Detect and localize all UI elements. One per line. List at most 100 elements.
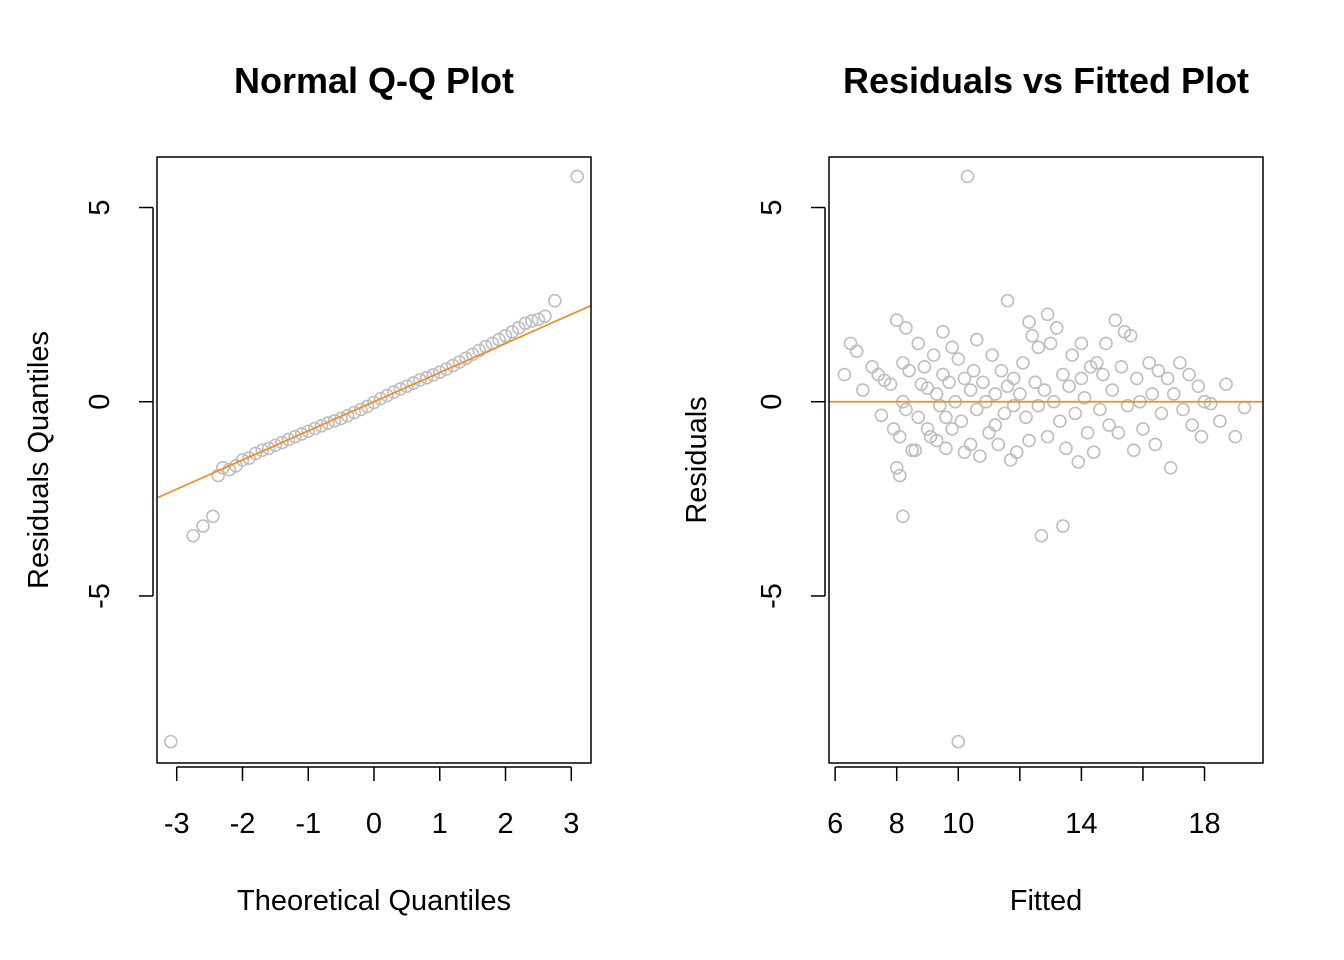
residuals-data-point xyxy=(1013,387,1027,401)
residuals-data-point xyxy=(1173,356,1187,370)
residuals-data-point xyxy=(1028,375,1043,390)
residuals-data-point xyxy=(936,325,950,339)
residuals-x-tick-label: 18 xyxy=(1188,808,1220,840)
residuals-data-point xyxy=(883,377,898,392)
residuals-data-point xyxy=(892,468,907,483)
qq-data-point xyxy=(235,453,250,467)
residuals-data-point xyxy=(889,460,904,475)
qq-data-point xyxy=(268,438,283,453)
residuals-data-point xyxy=(1213,414,1227,428)
residuals-data-point xyxy=(1154,406,1169,421)
residuals-data-point xyxy=(1130,371,1144,386)
qq-y-tick-label: -5 xyxy=(84,583,116,609)
qq-data-point xyxy=(186,528,200,543)
residuals-data-point xyxy=(973,449,987,463)
residuals-data-point xyxy=(1074,336,1089,351)
qq-data-point xyxy=(301,424,316,439)
residuals-data-point xyxy=(1203,396,1218,411)
residuals-data-point xyxy=(1053,414,1067,428)
residuals-data-point xyxy=(1077,391,1092,405)
residuals-data-point xyxy=(951,734,966,749)
qq-data-point xyxy=(308,421,322,436)
qq-data-point xyxy=(538,309,552,324)
qq-plot-frame xyxy=(156,156,592,764)
residuals-data-point xyxy=(1182,367,1196,382)
qq-data-point xyxy=(215,460,230,475)
residuals-data-point xyxy=(1025,328,1039,343)
residuals-data-point xyxy=(1031,340,1046,355)
qq-plot-title: Normal Q-Q Plot xyxy=(234,60,514,101)
qq-x-tick-label: 3 xyxy=(563,808,579,840)
residuals-data-point xyxy=(1142,356,1156,370)
residuals-data-point xyxy=(957,445,972,460)
residuals-data-point xyxy=(988,387,1003,401)
residuals-data-point xyxy=(1102,418,1116,432)
residuals-data-point xyxy=(1040,429,1055,444)
qq-data-point xyxy=(426,368,440,382)
qq-x-tick-label: -2 xyxy=(230,808,256,840)
residuals-plot-y-axis-label: Residuals xyxy=(681,396,713,523)
residuals-data-point xyxy=(997,406,1012,421)
qq-data-point xyxy=(439,362,454,376)
residuals-data-point xyxy=(991,437,1006,452)
qq-data-point xyxy=(548,293,562,308)
qq-plot-x-axis-label: Theoretical Quantiles xyxy=(237,885,511,917)
residuals-data-point xyxy=(963,383,978,397)
residuals-data-point xyxy=(1176,402,1190,417)
residuals-x-tick-label: 14 xyxy=(1065,808,1097,840)
residuals-data-point xyxy=(1151,363,1166,378)
residuals-data-point xyxy=(1034,528,1049,543)
qq-data-point xyxy=(393,382,408,396)
residuals-data-point xyxy=(988,418,1003,432)
qq-data-point xyxy=(327,413,342,428)
qq-data-point xyxy=(222,462,237,477)
residuals-data-point xyxy=(951,352,966,366)
residuals-data-point xyxy=(1086,445,1101,460)
residuals-data-point xyxy=(942,375,956,390)
residuals-data-point xyxy=(1049,321,1064,335)
qq-data-point xyxy=(196,519,210,533)
qq-data-point xyxy=(400,379,414,393)
qq-data-point xyxy=(472,343,487,358)
residuals-data-point xyxy=(889,313,904,327)
residuals-data-point xyxy=(1074,371,1089,386)
residuals-plot-title: Residuals vs Fitted Plot xyxy=(843,60,1249,101)
residuals-data-point xyxy=(936,367,950,382)
qq-data-point xyxy=(498,328,513,343)
residuals-data-point xyxy=(886,422,901,436)
qq-data-point xyxy=(275,435,289,450)
residuals-data-point xyxy=(1160,371,1175,386)
qq-plot-points xyxy=(164,169,584,749)
qq-data-point xyxy=(570,169,584,184)
qq-data-point xyxy=(294,427,309,441)
residuals-data-point xyxy=(1114,359,1129,374)
residuals-data-point xyxy=(899,402,913,417)
residuals-data-point xyxy=(929,387,944,401)
qq-data-point xyxy=(373,391,388,406)
residuals-data-point xyxy=(1031,398,1046,413)
qq-data-point xyxy=(446,358,460,373)
residuals-data-point xyxy=(911,336,926,351)
residuals-data-point xyxy=(945,340,959,355)
qq-data-point xyxy=(386,385,401,399)
residuals-data-point xyxy=(1194,429,1209,444)
residuals-data-point xyxy=(985,348,999,362)
residuals-data-point xyxy=(917,359,932,374)
residuals-data-point xyxy=(856,383,870,397)
residuals-data-point xyxy=(1126,443,1141,458)
qq-data-point xyxy=(281,432,296,447)
residuals-data-point xyxy=(1006,398,1021,413)
qq-plot-y-axis-label: Residuals Quantiles xyxy=(23,331,55,589)
qq-reference-line xyxy=(156,304,592,499)
qq-data-point xyxy=(518,316,533,331)
residuals-data-point xyxy=(939,441,953,456)
residuals-data-point xyxy=(1000,379,1015,393)
residuals-data-point xyxy=(963,437,978,452)
qq-data-point xyxy=(206,509,220,524)
qq-data-point xyxy=(255,443,270,458)
residuals-plot-points xyxy=(837,169,1252,749)
residuals-data-point xyxy=(1108,313,1123,327)
residuals-x-tick-label: 10 xyxy=(942,808,974,840)
qq-data-point xyxy=(380,388,394,403)
residuals-data-point xyxy=(1059,441,1073,456)
